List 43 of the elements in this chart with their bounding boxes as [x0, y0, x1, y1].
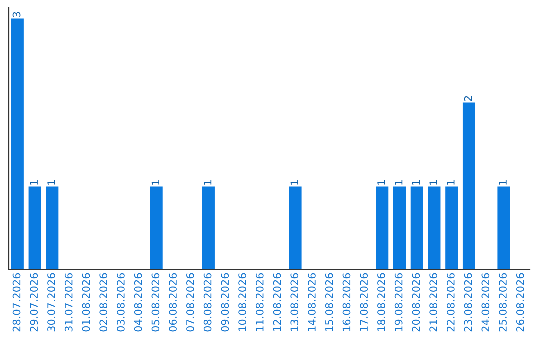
x-tick-label: 22.08.2026 — [446, 273, 455, 332]
data-label: 1 — [499, 180, 507, 185]
x-tick-label: 31.07.2026 — [64, 273, 73, 332]
x-tick-label: 05.08.2026 — [152, 273, 160, 332]
x-tick-label: 14.08.2026 — [308, 273, 316, 332]
x-tick-label: 18.08.2026 — [378, 273, 386, 332]
x-tick-label: 26.08.2026 — [516, 273, 524, 332]
x-tick-label: 17.08.2026 — [360, 273, 368, 332]
x-tick-label: 15.08.2026 — [325, 273, 334, 332]
x-tick-label: 25.08.2026 — [499, 273, 507, 332]
data-label: 1 — [395, 180, 403, 185]
x-tick-label: 07.08.2026 — [186, 273, 194, 332]
x-tick-label: 16.08.2026 — [342, 273, 351, 332]
x-tick-label: 12.08.2026 — [273, 273, 282, 332]
data-label: 1 — [430, 180, 438, 185]
x-tick-label: 08.08.2026 — [204, 273, 212, 332]
data-label: 1 — [48, 180, 56, 185]
x-tick-label: 13.08.2026 — [290, 273, 299, 332]
x-tick-label: 02.08.2026 — [100, 273, 108, 332]
x-tick-label: 21.08.2026 — [430, 273, 438, 332]
x-tick-label: 11.08.2026 — [256, 273, 264, 332]
x-tick-label: 19.08.2026 — [394, 273, 403, 332]
x-tick-label: 30.07.2026 — [48, 273, 56, 332]
x-tick-label: 28.07.2026 — [12, 273, 21, 332]
data-label: 1 — [290, 180, 298, 185]
data-label: 1 — [152, 180, 160, 185]
data-label: 1 — [30, 180, 38, 185]
data-label: 3 — [12, 12, 21, 18]
x-tick-label: 20.08.2026 — [412, 273, 420, 332]
x-tick-label: 23.08.2026 — [464, 273, 472, 332]
data-label: 2 — [464, 96, 472, 102]
data-label: 1 — [447, 180, 455, 185]
x-tick-label: 06.08.2026 — [169, 273, 178, 332]
x-tick-label: 09.08.2026 — [221, 273, 230, 332]
x-tick-label: 01.08.2026 — [82, 273, 90, 332]
x-tick-label: 04.08.2026 — [134, 273, 142, 332]
x-tick-label: 29.07.2026 — [30, 273, 38, 332]
x-tick-label: 10.08.2026 — [238, 273, 246, 332]
data-label: 1 — [204, 180, 212, 185]
data-label: 1 — [412, 180, 420, 185]
x-tick-label: 03.08.2026 — [117, 273, 125, 332]
x-tick-label: 24.08.2026 — [482, 273, 490, 332]
data-label: 1 — [378, 180, 386, 185]
